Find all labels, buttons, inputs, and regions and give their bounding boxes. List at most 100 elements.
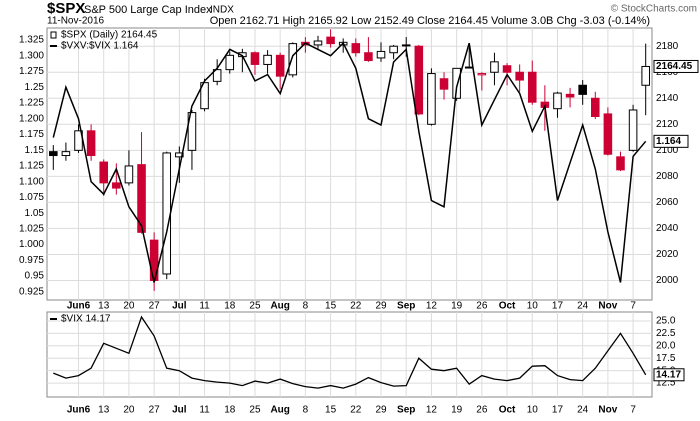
candle-body	[137, 164, 146, 233]
candle-body	[414, 45, 424, 115]
x-tick-label: 12	[426, 405, 438, 416]
candle-body	[439, 78, 449, 90]
candle-body	[112, 182, 121, 189]
quote: Open 2162.71 High 2165.92 Low 2152.49 Cl…	[210, 15, 650, 27]
credit: © StockCharts.com	[611, 4, 697, 15]
x-tick-label: 18	[224, 405, 236, 416]
x-tick-label: 15	[325, 405, 337, 416]
candle-body	[61, 151, 71, 157]
last-value-box	[653, 368, 685, 382]
last-value-label: 2164.45	[656, 61, 693, 72]
x-tick-label: Jul	[172, 301, 187, 312]
y-tick-label: 0.95	[25, 271, 45, 282]
candle-body	[427, 73, 436, 125]
x-tick-label: 29	[375, 301, 387, 312]
y-tick-label: 2140	[656, 93, 679, 104]
y-tick-label: 2020	[656, 249, 679, 260]
candle-body	[124, 165, 134, 184]
x-tick-label: 11	[199, 405, 210, 416]
x-tick-label: Nov	[598, 301, 617, 312]
x-tick-label: 22	[350, 405, 362, 416]
candle-body	[565, 93, 575, 98]
legend-swatch	[50, 31, 57, 39]
y-tick-label: 20.0	[656, 340, 676, 351]
y-tick-label: 0.975	[19, 255, 44, 266]
y-tick-label: 1.200	[19, 113, 44, 124]
index-name: S&P 500 Large Cap Index	[84, 4, 212, 16]
date: 11-Nov-2016	[47, 16, 105, 27]
legend-label: $SPX (Daily) 2164.45	[61, 30, 158, 41]
candle-body	[351, 43, 361, 54]
x-tick-label: 7	[630, 301, 636, 312]
y-tick-label: 1.25	[25, 82, 45, 93]
y-tick-label: 1.225	[19, 98, 44, 109]
vix-line	[53, 315, 647, 389]
x-tick-label: 13	[98, 405, 110, 416]
candle-body	[49, 151, 58, 157]
y-tick-label: 1.05	[25, 208, 45, 219]
candle-body	[187, 112, 197, 151]
x-tick-label: Sep	[397, 301, 415, 312]
candle-body	[628, 109, 638, 151]
candle-body	[603, 113, 613, 155]
y-tick-label: 1.100	[19, 176, 44, 187]
x-tick-label: 26	[476, 301, 488, 312]
x-tick-label: Jun6	[67, 301, 91, 312]
candle-body	[86, 130, 96, 157]
candle-body	[99, 161, 108, 184]
candle-body	[452, 67, 461, 99]
y-tick-label: 1.025	[19, 223, 44, 234]
y-tick-label: 0.925	[19, 286, 44, 297]
y-tick-label: 1.125	[19, 161, 44, 172]
y-tick-label: 1.325	[19, 35, 44, 46]
candle-body	[401, 44, 411, 47]
candle-body	[275, 54, 285, 77]
x-tick-label: 11	[199, 301, 210, 312]
candle-body	[641, 65, 650, 86]
x-tick-label: 27	[149, 405, 161, 416]
y-tick-label: 17.5	[656, 353, 676, 364]
last-value-label: 14.17	[656, 369, 681, 380]
symbol: $SPX	[47, 0, 85, 17]
candle-body	[326, 36, 335, 45]
x-tick-label: Aug	[270, 301, 289, 312]
x-tick-label: 7	[630, 405, 636, 416]
last-value-label: 1.164	[656, 136, 681, 147]
candle-body	[389, 45, 398, 54]
candle-body	[502, 65, 512, 73]
candle-body	[527, 71, 537, 103]
y-tick-label: 12.5	[656, 378, 676, 389]
x-tick-label: 12	[426, 301, 438, 312]
legend-label: $VXV:$VIX 1.164	[61, 41, 139, 52]
y-tick-label: 1.300	[19, 50, 44, 61]
x-tick-label: 26	[476, 405, 488, 416]
x-tick-label: 24	[577, 301, 589, 312]
last-value-box	[653, 134, 689, 148]
x-tick-label: 29	[375, 405, 387, 416]
x-tick-label: 25	[249, 301, 261, 312]
x-tick-label: Oct	[499, 301, 516, 312]
ratio-line	[52, 41, 647, 283]
candle-body	[376, 50, 386, 59]
y-tick-label: 22.5	[656, 328, 676, 339]
y-tick-label: 2040	[656, 223, 679, 234]
x-tick-label: Aug	[270, 405, 289, 416]
last-value-box	[653, 59, 699, 73]
candle-body	[225, 54, 235, 71]
x-tick-label: Oct	[499, 405, 516, 416]
candle-body	[313, 40, 323, 46]
candle-body	[616, 156, 625, 171]
candle-body	[263, 54, 272, 65]
y-tick-label: 2120	[656, 119, 679, 130]
x-tick-label: 24	[577, 405, 589, 416]
x-tick-label: 20	[123, 405, 135, 416]
candle-body	[364, 52, 373, 62]
legend-label: $VIX 14.17	[61, 314, 111, 325]
candle-body	[515, 71, 524, 81]
candle-body	[212, 69, 222, 82]
y-tick-label: 1.175	[19, 129, 44, 140]
x-tick-label: 22	[350, 301, 362, 312]
x-tick-label: 8	[303, 301, 309, 312]
